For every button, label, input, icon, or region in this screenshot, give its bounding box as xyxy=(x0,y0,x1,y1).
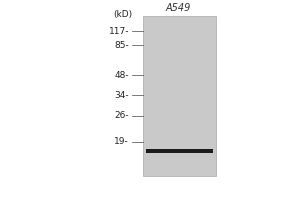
Text: A549: A549 xyxy=(166,3,191,13)
Text: 19-: 19- xyxy=(114,138,129,146)
Bar xyxy=(142,16,216,176)
Text: 34-: 34- xyxy=(114,90,129,99)
Text: 117-: 117- xyxy=(109,26,129,36)
Text: 26-: 26- xyxy=(114,111,129,120)
Bar xyxy=(146,149,213,153)
Text: (kD): (kD) xyxy=(113,10,133,20)
Text: 85-: 85- xyxy=(114,40,129,49)
Text: 48-: 48- xyxy=(114,71,129,79)
